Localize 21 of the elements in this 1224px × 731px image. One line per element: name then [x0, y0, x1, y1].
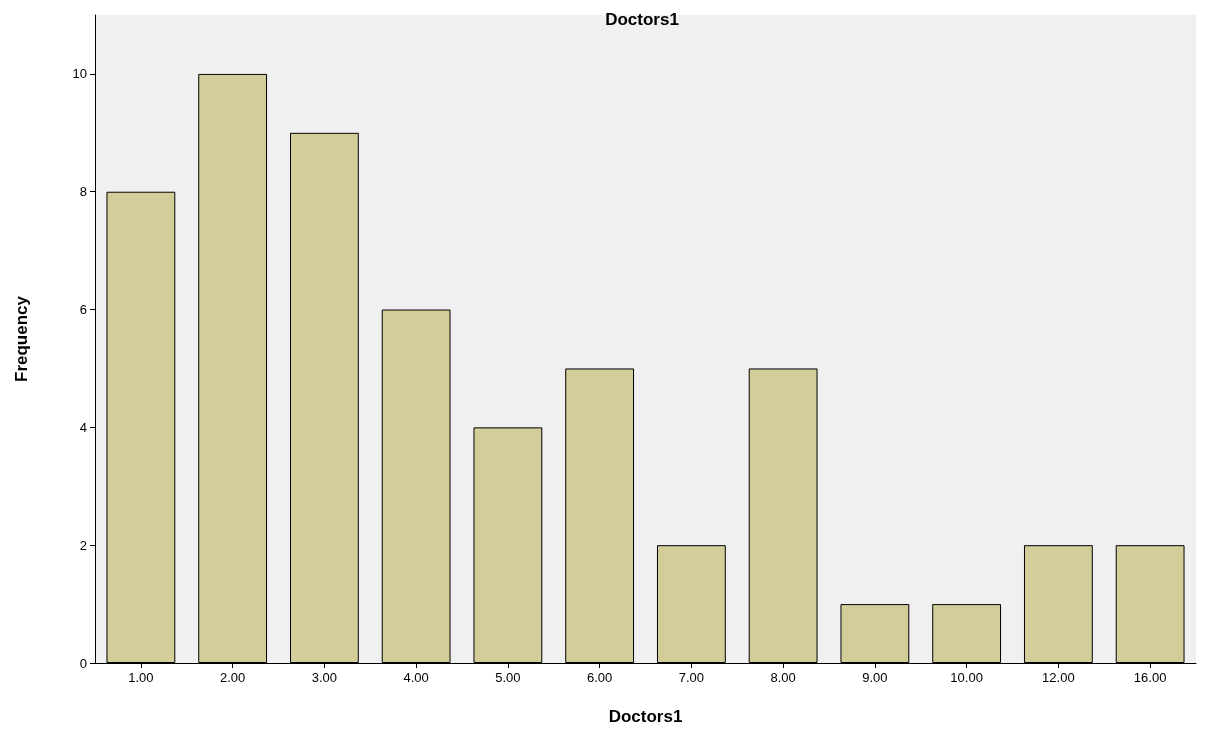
y-tick-label: 8: [79, 184, 87, 200]
chart-title: Doctors1: [605, 10, 679, 29]
y-tick-label: 10: [72, 66, 87, 82]
x-tick-label: 3.00: [311, 670, 338, 685]
x-tick-label: 7.00: [678, 670, 705, 685]
x-tick-label: 6.00: [586, 670, 613, 685]
y-tick-label: 4: [79, 419, 87, 435]
x-tick-label: 4.00: [403, 670, 429, 685]
y-tick-label: 6: [79, 302, 87, 318]
x-tick-label: 12.00: [1042, 670, 1075, 685]
x-tick-label: 16.00: [1133, 670, 1167, 685]
x-tick-label: 9.00: [862, 670, 888, 685]
x-tick-label: 1.00: [128, 670, 154, 685]
x-tick-label: 2.00: [219, 670, 246, 685]
x-tick-label: 8.00: [770, 670, 796, 685]
y-tick-label: 0: [79, 655, 87, 671]
x-tick-label: 5.00: [495, 670, 521, 685]
x-tick-label: 10.00: [950, 670, 983, 685]
y-axis-title: Frequency: [12, 295, 31, 382]
y-tick-label: 2: [79, 537, 87, 553]
x-axis-title: Doctors1: [608, 707, 683, 726]
